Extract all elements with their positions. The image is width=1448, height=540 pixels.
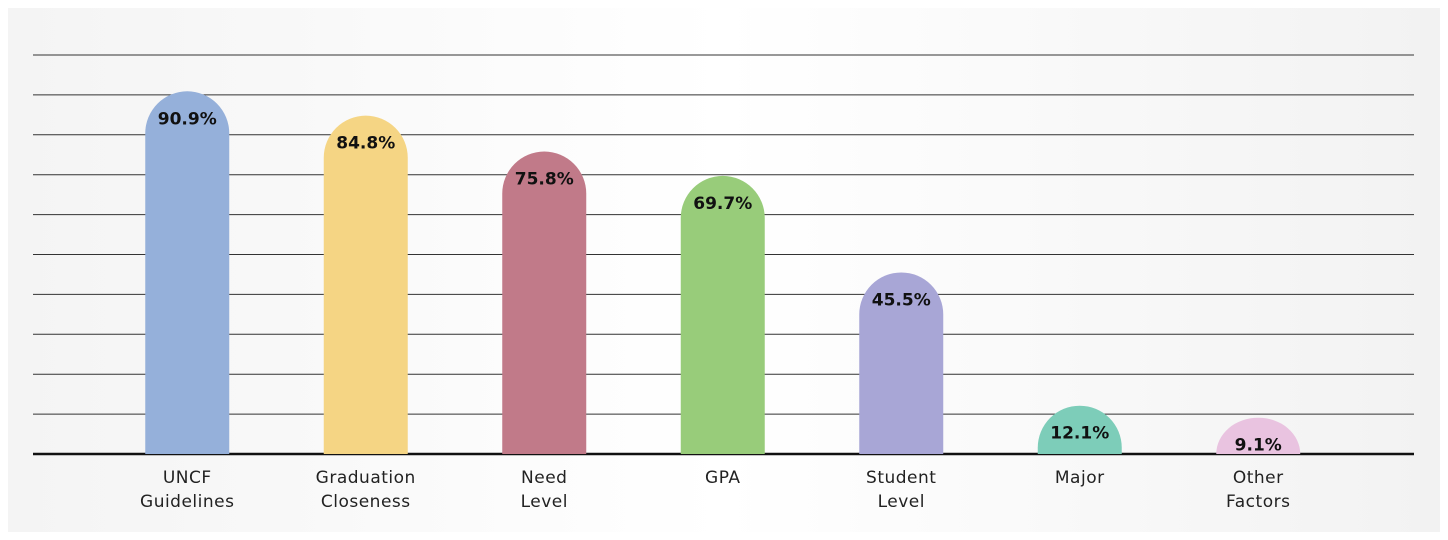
x-tick-label-line: Factors	[1226, 492, 1290, 512]
x-tick-label: Student Level	[866, 468, 936, 512]
x-tick-label: Need Level	[521, 468, 568, 512]
bar	[323, 115, 408, 454]
bar	[1216, 417, 1301, 454]
bar	[145, 91, 230, 454]
x-tick-label-line: Other	[1233, 468, 1284, 488]
x-tick-label-line: GPA	[705, 468, 740, 488]
value-label: 90.9%	[158, 109, 217, 129]
value-label: 84.8%	[336, 134, 395, 154]
x-tick-label: GPA	[705, 468, 740, 488]
x-tick-label: Other Factors	[1226, 468, 1290, 512]
x-tick-label-line: Closeness	[321, 492, 411, 512]
bar	[680, 175, 765, 454]
x-tick-label-line: Major	[1055, 468, 1105, 488]
value-label: 12.1%	[1050, 424, 1109, 444]
value-label: 9.1%	[1235, 436, 1282, 456]
x-tick-label-line: Need	[521, 468, 567, 488]
x-tick-label-line: Student	[866, 468, 936, 488]
x-tick-label: Graduation Closeness	[316, 468, 416, 512]
x-tick-label: UNCF Guidelines	[140, 468, 234, 512]
x-tick-label-line: Graduation	[316, 468, 416, 488]
value-label: 69.7%	[693, 194, 752, 214]
x-tick-label-line: UNCF	[163, 468, 212, 488]
bar	[859, 272, 944, 454]
bar	[502, 151, 587, 455]
value-label: 45.5%	[872, 290, 931, 310]
x-tick-label-line: Guidelines	[140, 492, 234, 512]
x-tick-label-line: Level	[878, 492, 925, 512]
value-label: 75.8%	[515, 170, 574, 190]
x-tick-label-line: Level	[521, 492, 568, 512]
bar	[1037, 405, 1122, 454]
x-tick-label: Major	[1055, 468, 1105, 488]
